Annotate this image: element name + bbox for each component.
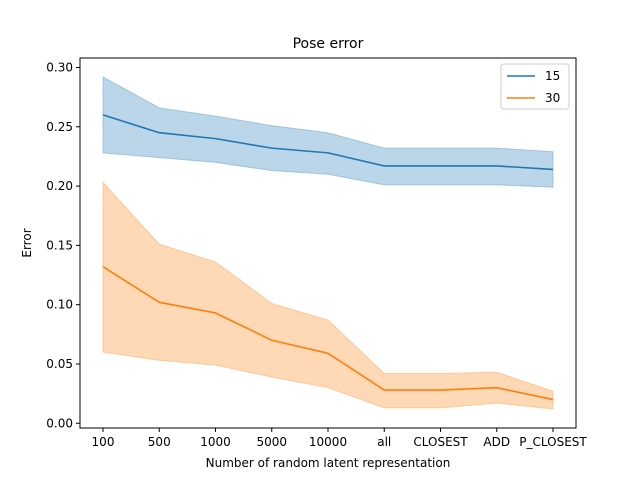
- y-axis: 0.00 0.05 0.10 0.15 0.20 0.25 0.30: [46, 60, 80, 430]
- chart-title: Pose error: [293, 36, 364, 52]
- x-tick-label: P_CLOSEST: [519, 435, 587, 449]
- series-line-15: [102, 114, 554, 171]
- y-tick-label: 0.10: [46, 298, 73, 312]
- x-tick-label: CLOSEST: [413, 435, 468, 449]
- series-line-30: [102, 266, 554, 401]
- y-tick-label: 0.15: [46, 238, 73, 252]
- legend-label-15: 15: [545, 69, 560, 83]
- confidence-band-30: [102, 181, 554, 410]
- y-tick-label: 0.00: [46, 416, 73, 430]
- x-axis: 100 500 1000 5000 10000 all CLOSEST ADD P_CLOSES…: [92, 428, 587, 449]
- y-tick-label: 0.25: [46, 120, 73, 134]
- legend-label-30: 30: [545, 91, 560, 105]
- series-lines: [102, 114, 554, 401]
- x-tick-label: 500: [148, 435, 171, 449]
- x-tick-label: 100: [92, 435, 115, 449]
- x-tick-label: 1000: [200, 435, 231, 449]
- x-axis-label: Number of random latent representation: [206, 456, 451, 470]
- y-tick-label: 0.05: [46, 357, 73, 371]
- y-tick-label: 0.30: [46, 60, 73, 74]
- x-tick-label: all: [377, 435, 391, 449]
- y-tick-label: 0.20: [46, 179, 73, 193]
- confidence-bands: [102, 76, 554, 410]
- x-tick-label: 10000: [309, 435, 347, 449]
- x-tick-label: ADD: [483, 435, 510, 449]
- x-tick-label: 5000: [256, 435, 287, 449]
- confidence-band-15: [102, 76, 554, 188]
- y-axis-label: Error: [20, 228, 34, 257]
